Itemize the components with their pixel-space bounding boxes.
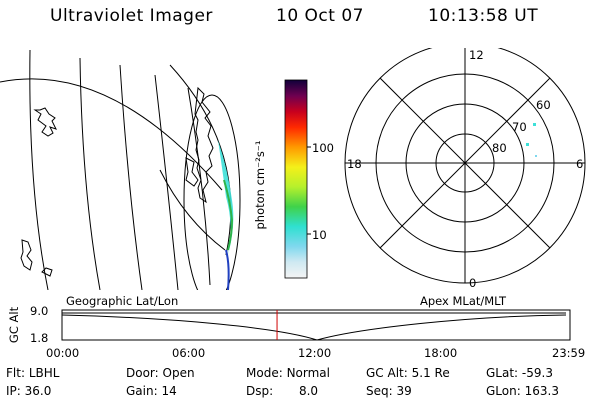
orbit-altitude-plot (61, 309, 571, 341)
colorbar-unit-label: photon cm⁻²s⁻¹ (253, 140, 267, 230)
x-tick-1200: 12:00 (298, 346, 332, 360)
aurora-emission (223, 179, 234, 251)
geographic-label: Geographic Lat/Lon (66, 294, 179, 308)
y-tick-9: 9.0 (30, 304, 49, 318)
geographic-map (0, 49, 241, 290)
x-tick-0000: 00:00 (46, 346, 80, 360)
glon-value: 163.3 (524, 384, 559, 398)
door-label: Door: (126, 366, 159, 380)
mode-label: Mode: (246, 366, 283, 380)
coastline (194, 86, 214, 204)
map-meridian (79, 57, 101, 290)
aurora-emission (225, 249, 230, 290)
mode-value: Normal (286, 366, 330, 380)
x-tick-2359: 23:59 (552, 346, 586, 360)
lat-label-60: 60 (536, 98, 551, 112)
gcalt-value: 5.1 Re (411, 366, 450, 380)
glat-info: GLat: -59.3 (486, 366, 553, 380)
aurora-spot (535, 155, 537, 157)
gcalt-label: GC Alt: (366, 366, 408, 380)
ip-label: IP: (6, 384, 21, 398)
aurora-spot (526, 143, 529, 146)
map-parallel (159, 169, 226, 251)
coastline (20, 239, 33, 271)
y-tick-1-8: 1.8 (30, 331, 49, 345)
instrument-title: Ultraviolet Imager (50, 6, 213, 26)
colorbar-gradient (284, 79, 308, 279)
polar-axis (379, 77, 551, 249)
ip-info: IP: 36.0 (6, 384, 51, 398)
gain-value: 14 (161, 384, 177, 398)
apex-label: Apex MLat/MLT (420, 294, 507, 308)
coastline (33, 107, 57, 137)
polar-plot (344, 48, 586, 284)
mlt-label-6: 6 (576, 157, 584, 171)
dsp-value: 8.0 (298, 384, 319, 398)
map-parallel (169, 64, 232, 256)
glat-label: GLat: (486, 366, 519, 380)
earth-limb (183, 94, 241, 290)
coastline (41, 267, 53, 277)
mlt-label-0: 0 (469, 276, 477, 290)
orbit-frame (61, 309, 571, 341)
filter-info: Flt: LBHL (6, 366, 59, 380)
glon-label: GLon: (486, 384, 521, 398)
map-meridian (154, 74, 179, 290)
map-meridian (29, 49, 49, 290)
x-tick-0600: 06:00 (172, 346, 206, 360)
colorbar-tick-100: 100 (312, 141, 334, 155)
colorbar-tick-10: 10 (312, 228, 327, 242)
mlt-label-18: 18 (347, 157, 362, 171)
time-label: 10:13:58 UT (428, 6, 539, 26)
coastline (185, 157, 199, 187)
door-value: Open (162, 366, 195, 380)
lat-label-70: 70 (512, 120, 527, 134)
colorbar (284, 79, 311, 279)
filter-value: LBHL (28, 366, 60, 380)
aurora-emission (218, 140, 234, 255)
x-tick-1800: 18:00 (424, 346, 458, 360)
gain-info: Gain: 14 (126, 384, 177, 398)
altitude-curve (61, 314, 567, 341)
mode-info: Mode: Normal (246, 366, 330, 380)
glat-value: -59.3 (521, 366, 553, 380)
map-parallel (0, 78, 223, 191)
gain-label: Gain: (126, 384, 158, 398)
gcalt-info: GC Alt: 5.1 Re (366, 366, 450, 380)
seq-label: Seq: (366, 384, 393, 398)
dsp-info: Dsp: 8.0 (246, 384, 318, 398)
lat-label-80: 80 (492, 141, 507, 155)
date-label: 10 Oct 07 (276, 6, 364, 26)
dsp-label: Dsp: (246, 384, 274, 398)
glon-info: GLon: 163.3 (486, 384, 559, 398)
map-meridian (187, 87, 211, 286)
door-info: Door: Open (126, 366, 195, 380)
seq-info: Seq: 39 (366, 384, 412, 398)
seq-value: 39 (396, 384, 412, 398)
ip-value: 36.0 (24, 384, 52, 398)
aurora-spot (533, 123, 536, 126)
mlt-label-12: 12 (469, 48, 484, 62)
map-meridian (119, 64, 143, 290)
filter-label: Flt: (6, 366, 25, 380)
